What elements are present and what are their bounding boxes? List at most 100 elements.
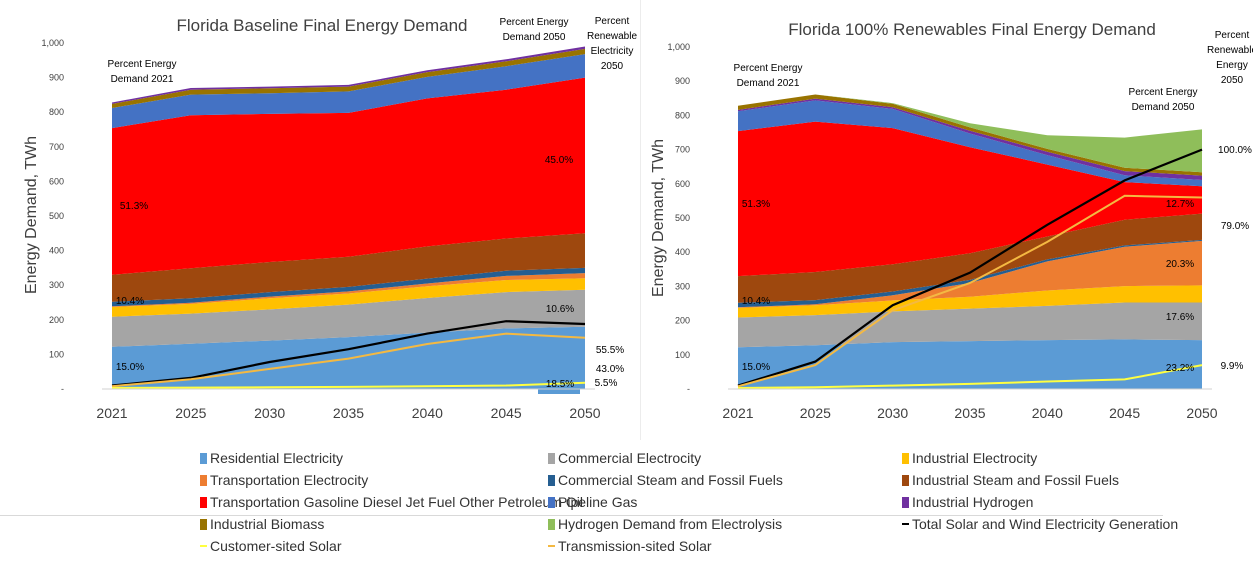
- legend-swatch: [200, 496, 207, 508]
- legend-swatch: [902, 452, 909, 464]
- area-industrial-biomass: [738, 94, 1202, 176]
- y-tick-label: 900: [49, 73, 64, 83]
- y-tick-label: 700: [675, 145, 690, 155]
- percent-label: 43.0%: [596, 364, 624, 375]
- y-tick-label: 500: [49, 211, 64, 221]
- x-tick-label: 2021: [96, 405, 127, 421]
- legend-label: Commercial Electrocity: [558, 450, 702, 466]
- renewables-chart: Florida 100% Renewables Final Energy Dem…: [650, 20, 1253, 421]
- legend-item-transportation-electrocity: Transportation Electrocity: [200, 472, 368, 488]
- legend-item-industrial-electrocity: Industrial Electrocity: [902, 450, 1037, 466]
- legend-swatch: [200, 518, 207, 530]
- y-tick-label: 900: [675, 76, 690, 86]
- percent-label: 5.5%: [595, 378, 618, 389]
- legend-item-commercial-steam-and-fossil-fuels: Commercial Steam and Fossil Fuels: [548, 472, 783, 488]
- line-customer-sited-solar: [737, 364, 1203, 389]
- area-pipeline-gas: [738, 100, 1202, 187]
- percent-label: 15.0%: [742, 362, 770, 373]
- area-hydrogen-demand-from-electrolysis: [738, 94, 1202, 173]
- legend-label: Transportation Gasoline Diesel Jet Fuel …: [210, 494, 583, 510]
- area-industrial-electrocity: [112, 278, 585, 317]
- y-tick-label: 100: [49, 349, 64, 359]
- legend-swatch: [902, 474, 909, 486]
- annotation: Percent Energy Demand 2021: [734, 63, 803, 89]
- percent-label: 18.5%: [546, 379, 574, 390]
- y-tick-label: -: [687, 384, 690, 394]
- y-tick-label: 800: [49, 107, 64, 117]
- line-transmission-sited-solar: [111, 332, 586, 388]
- y-tick-label: 200: [675, 316, 690, 326]
- y-tick-label: 300: [675, 281, 690, 291]
- legend-swatch: [548, 545, 555, 547]
- area-commercial-electrocity: [112, 289, 585, 347]
- y-tick-label: 600: [49, 176, 64, 186]
- y-tick-label: 800: [675, 110, 690, 120]
- area-transportation-electrocity: [112, 273, 585, 307]
- percent-label: 20.3%: [1166, 259, 1194, 270]
- legend-label: Customer-sited Solar: [210, 538, 342, 554]
- x-tick-label: 2045: [1109, 405, 1140, 421]
- area-industrial-steam-and-fossil-fuels: [738, 213, 1202, 303]
- y-axis-label: Energy Demand, TWh: [23, 136, 40, 294]
- area-industrial-biomass: [112, 48, 585, 108]
- y-tick-label: 1,000: [41, 38, 64, 48]
- x-tick-label: 2050: [1186, 405, 1217, 421]
- percent-label: 23.2%: [1166, 363, 1194, 374]
- percent-label: 17.6%: [1166, 312, 1194, 323]
- annotation: Percent Energy Demand 2050: [1129, 87, 1198, 113]
- x-tick-label: 2021: [722, 405, 753, 421]
- legend-swatch: [548, 496, 555, 508]
- legend-label: Transportation Electrocity: [210, 472, 369, 488]
- annotation: Percent Renewable Energy 2050: [1207, 30, 1253, 86]
- y-tick-label: 500: [675, 213, 690, 223]
- percent-label: 10.6%: [546, 304, 574, 315]
- legend-label: Total Solar and Wind Electricity Generat…: [912, 516, 1179, 532]
- y-tick-label: 700: [49, 142, 64, 152]
- y-tick-label: 600: [675, 179, 690, 189]
- legend-rule: [0, 515, 1163, 516]
- legend-swatch: [548, 518, 555, 530]
- annotation: Percent Energy Demand 2021: [108, 59, 177, 85]
- y-tick-label: 300: [49, 280, 64, 290]
- legend: Residential Electricity Commercial Electr…: [0, 448, 1253, 584]
- x-tick-label: 2035: [954, 405, 985, 421]
- legend-item-transmission-sited-solar: Transmission-sited Solar: [548, 538, 712, 554]
- line-transmission-sited-solar: [737, 194, 1203, 388]
- legend-label: Commercial Steam and Fossil Fuels: [558, 472, 783, 488]
- line-total-solar-and-wind-electricity-generation: [737, 148, 1203, 387]
- legend-item-customer-sited-solar: Customer-sited Solar: [200, 538, 342, 554]
- percent-label: 51.3%: [742, 199, 770, 210]
- x-tick-label: 2040: [412, 405, 443, 421]
- x-tick-label: 2040: [1032, 405, 1063, 421]
- y-tick-label: 100: [675, 350, 690, 360]
- percent-label: 15.0%: [116, 362, 144, 373]
- y-axis-label: Energy Demand, TWh: [650, 139, 667, 297]
- legend-swatch: [200, 545, 207, 547]
- legend-item-pipeline-gas: Pipeline Gas: [548, 494, 637, 510]
- area-transportation-gasoline-diesel-jet-fuel-other-petroleum-oil: [112, 77, 585, 275]
- line-customer-sited-solar: [111, 381, 586, 389]
- legend-item-residential-electricity: Residential Electricity: [200, 450, 343, 466]
- chart-title: Florida Baseline Final Energy Demand: [176, 16, 467, 35]
- chart-divider: [640, 0, 641, 440]
- area-residential-electricity: [738, 339, 1202, 389]
- area-industrial-electrocity: [738, 285, 1202, 318]
- x-tick-label: 2035: [333, 405, 364, 421]
- annotation: Percent Energy Demand 2050: [500, 17, 569, 43]
- y-tick-label: 200: [49, 315, 64, 325]
- percent-label: 10.4%: [116, 296, 144, 307]
- percent-label: 10.4%: [742, 296, 770, 307]
- legend-item-industrial-steam-and-fossil-fuels: Industrial Steam and Fossil Fuels: [902, 472, 1119, 488]
- chart-title: Florida 100% Renewables Final Energy Dem…: [788, 20, 1156, 39]
- legend-swatch: [902, 496, 909, 508]
- area-pipeline-gas: [112, 54, 585, 129]
- y-tick-label: 400: [675, 247, 690, 257]
- legend-swatch: [902, 523, 909, 525]
- legend-swatch: [548, 474, 555, 486]
- legend-item-industrial-hydrogen: Industrial Hydrogen: [902, 494, 1033, 510]
- x-tick-label: 2030: [254, 405, 285, 421]
- area-industrial-steam-and-fossil-fuels: [112, 233, 585, 302]
- legend-label: Industrial Biomass: [210, 516, 325, 532]
- percent-label: 55.5%: [596, 345, 624, 356]
